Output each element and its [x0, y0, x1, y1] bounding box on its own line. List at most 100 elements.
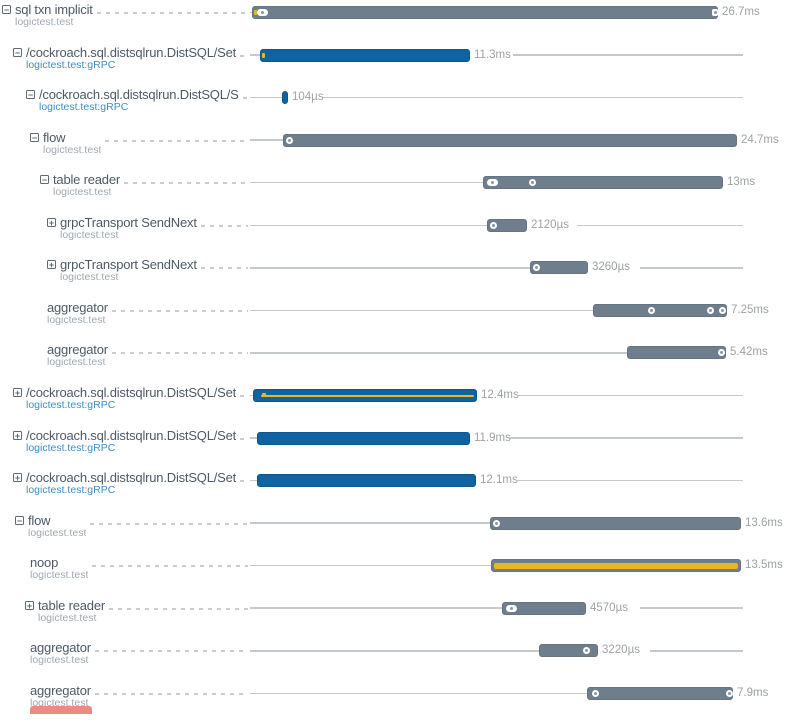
collapse-icon[interactable]: − [13, 47, 22, 58]
indent-spacer [0, 641, 30, 642]
event-marker[interactable] [718, 349, 725, 357]
span-name[interactable]: /cockroach.sql.distsqlrun.DistSQL/S [39, 88, 239, 103]
span-name[interactable]: grpcTransport SendNext [60, 258, 197, 273]
span-row[interactable]: noop logictest.test 13.5ms [0, 553, 786, 595]
span-bar[interactable] [490, 516, 741, 530]
expand-icon[interactable]: + [25, 600, 34, 611]
span-name[interactable]: grpcTransport SendNext [60, 215, 197, 230]
span-label-area: + /cockroach.sql.distsqlrun.DistSQL/Set lo… [0, 386, 250, 411]
span-bar[interactable] [483, 176, 723, 190]
span-name[interactable]: noop [30, 556, 59, 571]
span-row[interactable]: −/cockroach.sql.distsqlrun.DistSQL/S logi… [0, 85, 786, 127]
collapse-icon[interactable]: − [30, 132, 39, 143]
event-marker[interactable] [254, 10, 257, 15]
span-name[interactable]: /cockroach.sql.distsqlrun.DistSQL/Set [26, 45, 237, 60]
span-name[interactable]: aggregator [30, 641, 91, 656]
event-marker[interactable] [719, 306, 726, 314]
expand-icon[interactable]: + [47, 260, 56, 271]
span-row[interactable]: − table reader logictest.test 13ms [0, 170, 786, 212]
span-bar[interactable] [260, 48, 470, 62]
expand-icon[interactable]: + [13, 387, 22, 398]
collapse-icon[interactable]: − [15, 515, 24, 526]
event-marker[interactable] [583, 647, 590, 655]
span-bar[interactable] [252, 6, 718, 19]
span-name[interactable]: /cockroach.sql.distsqlrun.DistSQL/Set [26, 428, 237, 443]
span-bar[interactable] [257, 431, 470, 445]
span-service: logictest.test [30, 696, 89, 709]
event-marker[interactable] [648, 306, 655, 314]
span-row[interactable]: + grpcTransport SendNext logictest.test 326… [0, 255, 786, 297]
span-row[interactable]: − flow logictest.test 13.6ms [0, 511, 786, 553]
event-marker[interactable] [712, 9, 718, 16]
expand-icon[interactable]: + [47, 217, 56, 228]
event-marker[interactable] [707, 306, 714, 314]
span-service: logictest.test [60, 271, 119, 284]
leader-line [240, 54, 248, 57]
event-marker[interactable] [493, 519, 500, 527]
span-service: logictest.test [43, 143, 102, 156]
span-service: logictest.test:gRPC [26, 441, 116, 454]
collapse-icon[interactable]: − [26, 90, 35, 101]
span-row[interactable]: aggregator logictest.test 7.9ms [0, 681, 786, 723]
event-marker[interactable] [529, 179, 536, 187]
span-duration: 4570µs [590, 601, 628, 614]
span-row[interactable]: − sql txn implicit logictest.test 26.7ms [0, 0, 786, 42]
span-name[interactable]: /cockroach.sql.distsqlrun.DistSQL/Set [26, 385, 237, 400]
event-marker[interactable] [592, 689, 599, 697]
event-marker[interactable] [506, 604, 517, 612]
collapse-icon[interactable]: − [40, 175, 49, 186]
collapse-icon[interactable]: − [2, 5, 11, 15]
timeline-trail-line [516, 479, 743, 482]
span-name[interactable]: flow [43, 130, 66, 145]
event-marker[interactable] [490, 221, 497, 229]
span-label-area: − table reader logictest.test [0, 173, 250, 198]
span-name[interactable]: aggregator [47, 343, 108, 358]
timeline-lead-line [250, 11, 252, 14]
span-row[interactable]: aggregator logictest.test 7.25ms [0, 298, 786, 340]
span-service: logictest.test:gRPC [26, 484, 116, 497]
span-name[interactable]: aggregator [47, 300, 108, 315]
span-bar[interactable] [593, 303, 727, 317]
span-bar[interactable] [627, 346, 726, 360]
span-bar[interactable] [283, 133, 737, 147]
span-name[interactable]: flow [28, 513, 51, 528]
span-row[interactable]: + /cockroach.sql.distsqlrun.DistSQL/Set lo… [0, 468, 786, 510]
event-marker[interactable] [487, 179, 498, 187]
span-row[interactable]: aggregator logictest.test 3220µs [0, 638, 786, 680]
event-marker[interactable] [262, 393, 266, 398]
span-row[interactable]: + /cockroach.sql.distsqlrun.DistSQL/Set lo… [0, 383, 786, 425]
expand-icon[interactable]: + [13, 430, 22, 441]
indent-spacer [0, 343, 47, 344]
expand-icon[interactable]: + [13, 473, 22, 484]
span-label-area: + grpcTransport SendNext logictest.test [0, 216, 250, 241]
span-name[interactable]: table reader [38, 598, 105, 613]
span-bar[interactable] [257, 474, 476, 488]
span-name[interactable]: table reader [53, 173, 120, 188]
span-bar[interactable] [539, 644, 598, 658]
span-label: aggregator logictest.test [47, 343, 108, 368]
span-bar[interactable] [253, 388, 477, 402]
span-name[interactable]: sql txn implicit [15, 3, 93, 17]
span-row[interactable]: + grpcTransport SendNext logictest.test 212… [0, 213, 786, 255]
span-bar[interactable] [530, 261, 588, 275]
event-marker[interactable] [257, 9, 268, 16]
span-bar[interactable] [491, 559, 741, 573]
span-row[interactable]: + table reader logictest.test 4570µs [0, 596, 786, 638]
span-label-area: noop logictest.test [0, 556, 250, 581]
timeline-trail-line [640, 607, 743, 609]
event-marker[interactable] [726, 689, 733, 697]
event-marker[interactable] [286, 136, 293, 144]
span-row[interactable]: −/cockroach.sql.distsqlrun.DistSQL/Set lo… [0, 43, 786, 85]
span-name[interactable]: aggregator [30, 683, 91, 698]
span-row[interactable]: − flow logictest.test 24.7ms [0, 128, 786, 170]
span-name[interactable]: /cockroach.sql.distsqlrun.DistSQL/Set [26, 471, 237, 486]
event-marker[interactable] [262, 52, 265, 58]
span-bar[interactable] [487, 218, 527, 232]
span-bar[interactable] [502, 601, 586, 615]
indent-spacer [0, 88, 26, 89]
span-bar[interactable] [587, 686, 733, 700]
span-row[interactable]: aggregator logictest.test 5.42ms [0, 340, 786, 382]
span-bar[interactable] [282, 91, 288, 105]
event-marker[interactable] [533, 264, 540, 272]
span-row[interactable]: + /cockroach.sql.distsqlrun.DistSQL/Set lo… [0, 426, 786, 468]
